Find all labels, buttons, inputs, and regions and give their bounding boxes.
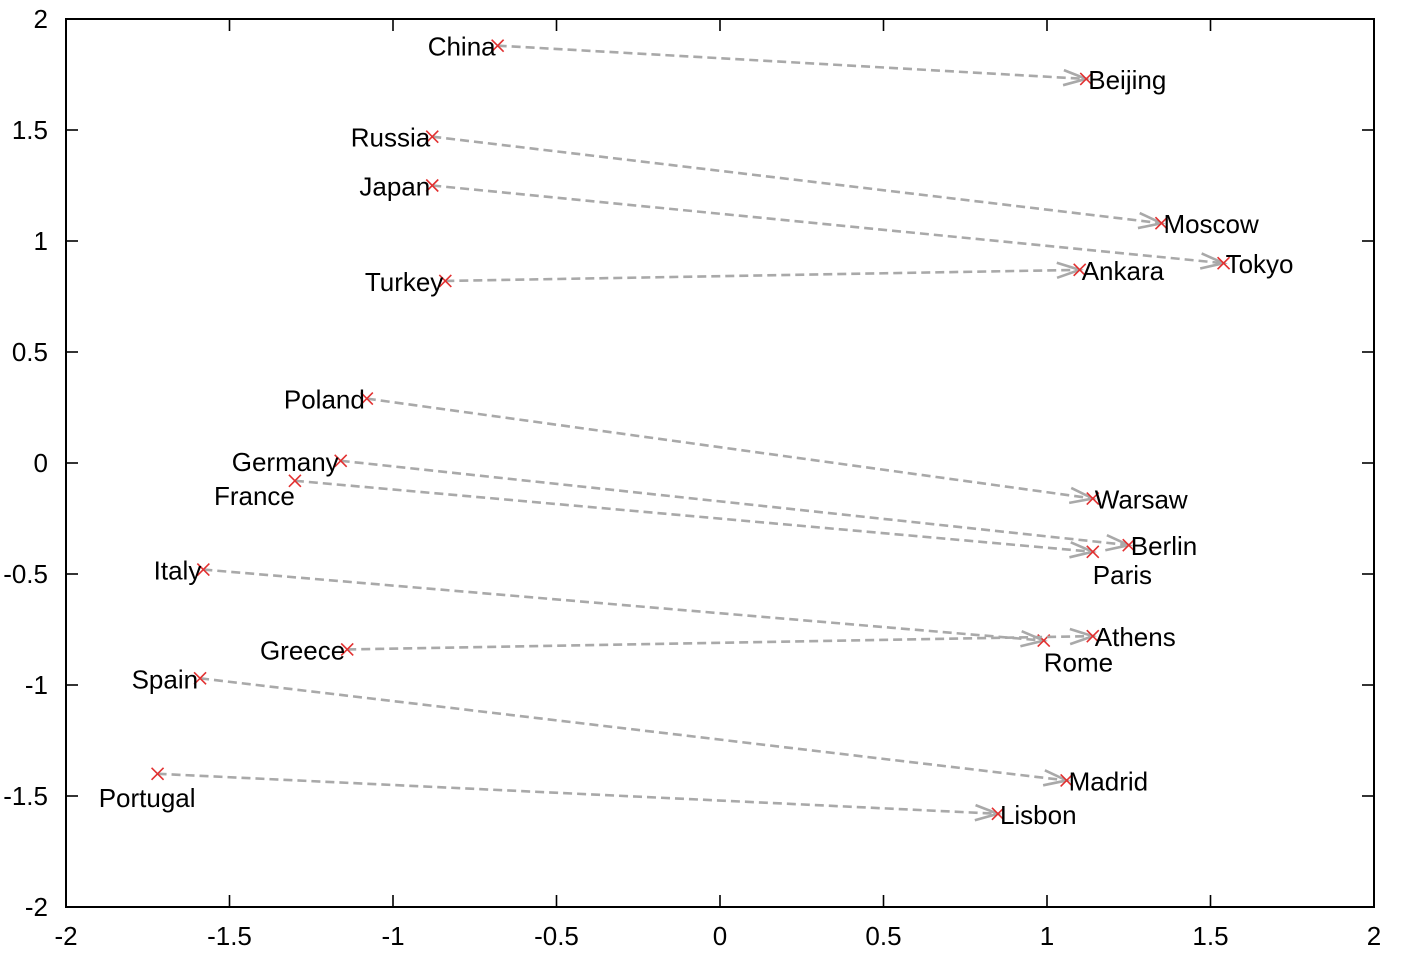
label-russia: Russia [351,123,431,153]
label-china: China [428,32,496,62]
y-tick-label: 1.5 [12,115,48,145]
point-germany [334,454,348,468]
point-athens [1086,629,1100,643]
point-russia [425,130,439,144]
label-beijing: Beijing [1088,65,1166,95]
label-paris: Paris [1093,560,1152,590]
x-tick-label: -1.5 [207,921,252,951]
label-lisbon: Lisbon [1000,800,1077,830]
label-warsaw: Warsaw [1095,485,1188,515]
x-tick-label: 0 [713,921,727,951]
plot-area: China Beijing Russia Moscow Japan Tokyo Turkey… [99,32,1294,830]
label-turkey: Turkey [365,267,444,297]
x-tick-label: 0.5 [865,921,901,951]
point-madrid [1060,773,1074,788]
arrow-germany [340,459,1129,547]
arrow-greece [347,634,1093,651]
point-tokyo [1217,256,1231,270]
point-moscow [1154,216,1169,230]
arrow-france [294,479,1093,554]
label-italy: Italy [154,556,202,586]
y-tick-label: 0 [34,448,48,478]
label-portugal: Portugal [99,783,196,813]
arrow-japan [432,184,1224,265]
label-madrid: Madrid [1069,766,1148,796]
point-lisbon [991,807,1005,821]
arrow-italy [203,568,1044,642]
y-tick-label: -2 [25,892,48,922]
point-warsaw [1086,491,1100,506]
label-berlin: Berlin [1131,531,1197,561]
label-spain: Spain [132,664,199,694]
point-japan [425,178,439,193]
axes: -2 -1.5 -1 -0.5 0 0.5 1 1.5 2 -2 -1.5 -1 -0.5 0 0.5 1 1.… [3,4,1381,951]
point-china [491,39,505,53]
y-tick-label: -1.5 [3,781,48,811]
y-tick-label: 1 [34,226,48,256]
y-tick-label: -1 [25,670,48,700]
y-tick-label: 2 [34,4,48,34]
point-greece [340,642,354,657]
label-athens: Athens [1095,622,1176,652]
label-france: France [214,481,295,511]
label-moscow: Moscow [1163,209,1259,239]
y-tick-label: -0.5 [3,559,48,589]
point-poland [360,392,374,406]
x-tick-label: -0.5 [534,921,579,951]
label-tokyo: Tokyo [1226,249,1294,279]
label-germany: Germany [232,447,339,477]
label-ankara: Ankara [1082,256,1165,286]
point-spain [193,671,207,685]
label-japan: Japan [359,172,430,202]
point-turkey [438,274,452,288]
point-ankara [1073,263,1087,277]
point-beijing [1079,72,1093,86]
arrow-turkey [445,268,1080,283]
arrow-china [497,44,1087,81]
y-tick-label: 0.5 [12,337,48,367]
label-poland: Poland [284,385,365,415]
point-portugal [150,767,165,781]
x-tick-label: -1 [381,921,404,951]
x-tick-label: 2 [1367,921,1381,951]
label-rome: Rome [1044,648,1113,678]
arrow-russia [432,135,1162,225]
label-greece: Greece [260,635,345,665]
arrow-portugal [157,772,999,816]
point-berlin [1122,538,1136,552]
point-france [288,474,302,488]
x-tick-label: -2 [54,921,77,951]
arrow-poland [366,397,1093,500]
arrow-spain [199,677,1067,782]
point-italy [196,562,210,577]
x-tick-label: 1 [1040,921,1054,951]
point-paris [1086,545,1100,559]
x-tick-label: 1.5 [1192,921,1228,951]
